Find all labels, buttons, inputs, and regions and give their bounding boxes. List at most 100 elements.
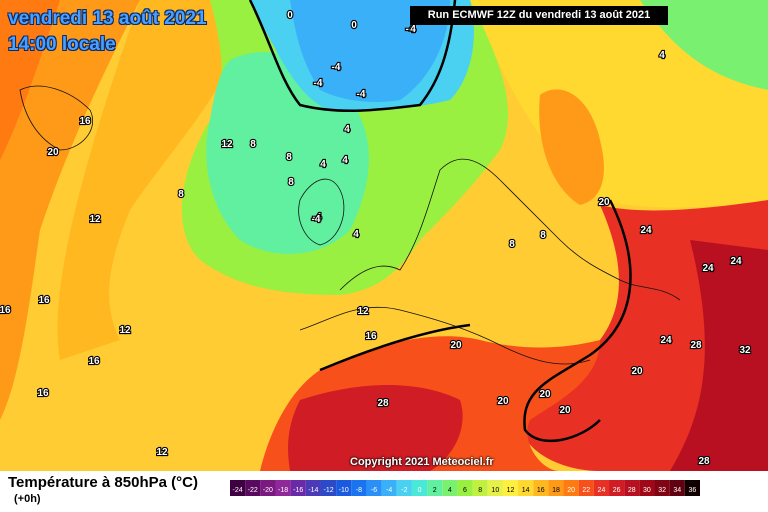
scale-tick-label: -2: [401, 487, 407, 494]
contour-label: 8: [509, 239, 515, 250]
contour-label: 16: [37, 388, 49, 399]
contour-label: 28: [690, 340, 702, 351]
contour-label: 8: [178, 189, 184, 200]
scale-swatch: [275, 480, 291, 496]
contour-label: 12: [119, 325, 131, 336]
scale-tick-label: 36: [689, 487, 697, 494]
contour-label: 12: [156, 447, 168, 458]
scale-tick-label: -16: [293, 487, 303, 494]
contour-label: 28: [698, 456, 710, 467]
contour-label: -4: [406, 24, 415, 35]
zone-russia-warm: [539, 89, 604, 205]
scale-tick-label: 30: [643, 487, 651, 494]
scale-swatch: [411, 480, 428, 496]
scale-swatch: [351, 480, 367, 496]
scale-tick-label: -8: [356, 487, 362, 494]
scale-tick-label: 10: [491, 487, 499, 494]
scale-tick-label: 32: [658, 487, 666, 494]
scale-swatch: [320, 480, 337, 496]
contour-label: 28: [377, 398, 389, 409]
zone-southeast-darkred: [670, 240, 768, 471]
contour-label: -4: [314, 78, 323, 89]
scale-swatch: [336, 480, 352, 496]
scale-swatch: [396, 480, 412, 496]
scale-tick-label: 0: [418, 487, 422, 494]
zone-west-orange: [0, 0, 140, 420]
contour-label: 4: [410, 24, 416, 35]
scale-tick-label: 26: [613, 487, 621, 494]
isotherm-20-west: [319, 323, 471, 372]
scale-swatch: [578, 480, 594, 496]
forecast-date: vendredi 13 août 2021: [8, 8, 207, 29]
contour-label: -4: [332, 62, 341, 73]
scale-tick-label: 6: [463, 487, 467, 494]
contour-label: 8: [288, 177, 294, 188]
contour-label: 4: [342, 155, 348, 166]
scale-swatch: [533, 480, 549, 496]
contour-label: 16: [365, 331, 377, 342]
color-scale: -24 -22 -20 -18 -16 -14 -12 -10 -8 -6 -4 -2 0 2 4 6 8 10 1…: [230, 480, 700, 496]
copyright-notice: Copyright 2021 Meteociel.fr: [350, 456, 494, 468]
contour-label: 12: [89, 214, 101, 225]
contour-label: 20: [631, 366, 643, 377]
legend-subtitle: (+0h): [14, 493, 41, 505]
contour-label: 4: [353, 229, 359, 240]
contour-label: 24: [702, 263, 714, 274]
contour-label: 4: [320, 159, 326, 170]
contour-label: 16: [0, 305, 11, 316]
contour-label: 20: [497, 396, 509, 407]
zone-arctic-green: [640, 0, 768, 90]
scale-tick-label: 12: [507, 487, 515, 494]
scale-tick-label: 18: [552, 487, 560, 494]
scale-swatch: [548, 480, 564, 496]
model-run-info: Run ECMWF 12Z du vendredi 13 août 2021: [410, 6, 668, 25]
scale-swatch: [366, 480, 382, 496]
contour-label: 12: [221, 139, 233, 150]
scale-swatch: [669, 480, 685, 496]
scale-tick-label: 8: [478, 487, 482, 494]
scale-swatch: [427, 480, 443, 496]
scale-swatch: [457, 480, 473, 496]
temperature-map: 0 0 -4 -4 -4 -4 -4 4 4 4 16 20 12 8 8 8 4 4 8 12 -4 4 8 8 20 24 24…: [0, 0, 768, 471]
scale-tick-label: 34: [673, 487, 681, 494]
scale-tick-label: 22: [582, 487, 590, 494]
contour-label: 8: [540, 230, 546, 241]
scale-tick-label: -4: [386, 487, 392, 494]
zone-atlantic-yellow: [57, 0, 261, 360]
scale-swatch: [442, 480, 458, 496]
scale-tick-label: 28: [628, 487, 636, 494]
scale-swatch: [639, 480, 655, 496]
scale-tick-label: 20: [567, 487, 575, 494]
scale-swatch: [563, 480, 579, 496]
scale-swatch: [487, 480, 503, 496]
scale-tick-label: -20: [263, 487, 273, 494]
contour-label: 20: [539, 389, 551, 400]
contour-label: 4: [659, 50, 665, 61]
scale-swatch: [290, 480, 306, 496]
contour-label: 16: [79, 116, 91, 127]
contour-label: 32: [739, 345, 751, 356]
coastline-british-isles: [298, 178, 345, 246]
contour-label: 24: [660, 335, 672, 346]
isotherm-20-east: [523, 199, 632, 443]
scale-tick-label: 24: [598, 487, 606, 494]
scale-swatch: [305, 480, 321, 496]
contour-label: 20: [450, 340, 462, 351]
coastline-greenland-tip: [19, 85, 93, 151]
legend-title: Température à 850hPa (°C): [8, 474, 198, 491]
contour-label: 16: [88, 356, 100, 367]
contour-label: 20: [598, 197, 610, 208]
scale-tick-label: 14: [522, 487, 530, 494]
scale-swatch: [624, 480, 640, 496]
scale-swatch: [502, 480, 519, 496]
zone-scandinavia-blue: [290, 0, 450, 102]
scale-tick-label: -14: [308, 487, 318, 494]
contour-label: 4: [344, 124, 350, 135]
scale-swatch: [518, 480, 534, 496]
coastline-mediterranean: [299, 306, 591, 365]
contour-label: 12: [357, 306, 369, 317]
scale-tick-label: 16: [537, 487, 545, 494]
scale-tick-label: -10: [339, 487, 349, 494]
scale-swatch: [245, 480, 261, 496]
scale-swatch: [260, 480, 276, 496]
